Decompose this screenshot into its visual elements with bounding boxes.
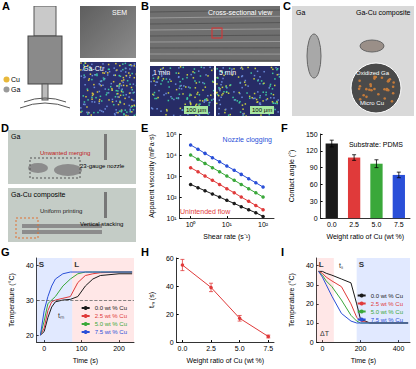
svg-text:60: 60 [166,255,174,262]
svg-text:40: 40 [166,283,174,290]
svg-text:10²: 10² [258,221,269,228]
html-text:C: C [283,0,291,12]
svg-text:10¹: 10¹ [222,221,233,228]
svg-text:S: S [359,260,365,269]
svg-text:10⁵: 10⁵ [166,131,177,138]
svg-text:10¹: 10¹ [167,215,178,222]
svg-text:0: 0 [320,345,324,352]
svg-text:200: 200 [355,345,367,352]
html-text:H: H [141,246,149,258]
svg-text:Time (s): Time (s) [351,357,376,365]
svg-text:Temperature (°C): Temperature (°C) [8,273,16,327]
svg-text:400: 400 [393,345,405,352]
svg-text:Contact angle (°): Contact angle (°) [288,150,296,203]
svg-text:Weight ratio of Cu (wt %): Weight ratio of Cu (wt %) [186,357,264,365]
html-text:Ga-Cu: Ga-Cu [83,65,104,72]
html-text:Vertical stacking: Vertical stacking [80,221,124,227]
html-text:Uniform printing: Uniform printing [40,208,83,214]
svg-text:7.5: 7.5 [394,221,404,228]
svg-text:10: 10 [306,319,314,326]
svg-text:20: 20 [306,300,314,307]
svg-text:5.0 wt % Cu: 5.0 wt % Cu [95,321,127,327]
svg-text:2.5 wt % Cu: 2.5 wt % Cu [95,313,127,319]
svg-text:Unintended flow: Unintended flow [180,208,231,215]
svg-text:20: 20 [26,332,34,339]
svg-text:tₘ: tₘ [58,312,64,319]
svg-text:60: 60 [310,181,318,188]
svg-text:90: 90 [310,164,318,171]
html-text:Unwanted merging: Unwanted merging [40,150,91,156]
svg-text:30: 30 [306,281,314,288]
html-text:B: B [141,0,149,12]
svg-text:0: 0 [42,345,46,352]
svg-text:L: L [74,260,79,269]
svg-text:tₛ: tₛ [339,262,343,269]
svg-text:0.0 wt % Cu: 0.0 wt % Cu [95,305,127,311]
svg-text:L: L [319,260,324,269]
html-text:Cu: Cu [11,76,20,83]
svg-text:10³: 10³ [167,173,178,180]
svg-text:7.5 wt % Cu: 7.5 wt % Cu [371,317,403,323]
svg-text:5.0: 5.0 [235,345,245,352]
html-text:Ga: Ga [11,133,21,140]
html-text:5 min: 5 min [219,69,237,76]
svg-text:10⁰: 10⁰ [186,221,197,228]
svg-text:Time (s): Time (s) [73,357,98,365]
html-text:Micro Cu: Micro Cu [360,100,384,106]
html-text:F: F [281,122,288,134]
html-text:Oxidized Ga: Oxidized Ga [356,70,389,76]
html-text:Ga-Cu composite: Ga-Cu composite [11,191,66,198]
html-text:I: I [281,246,285,258]
svg-text:Weight ratio of Cu (wt %): Weight ratio of Cu (wt %) [326,233,404,241]
svg-text:40: 40 [306,262,314,269]
svg-text:5.0: 5.0 [372,221,382,228]
svg-text:Shear rate (s⁻¹): Shear rate (s⁻¹) [203,233,250,241]
svg-text:200: 200 [113,345,125,352]
svg-text:2.5: 2.5 [206,345,216,352]
svg-text:10⁴: 10⁴ [166,152,177,159]
html-text:23-gauge nozzle: 23-gauge nozzle [80,163,125,169]
svg-text:7.5 wt % Cu: 7.5 wt % Cu [95,329,127,335]
svg-text:40: 40 [26,262,34,269]
html-text:G: G [1,246,10,258]
svg-text:100: 100 [76,345,88,352]
html-text:100 μm: 100 μm [252,107,273,113]
html-text:A: A [2,0,10,12]
svg-text:120: 120 [306,147,318,154]
html-text:SEM: SEM [112,9,128,16]
svg-text:0.0: 0.0 [327,221,337,228]
html-text:Ga-Cu composite: Ga-Cu composite [356,9,411,16]
svg-text:0: 0 [314,215,318,222]
svg-text:2.5: 2.5 [349,221,359,228]
html-text:100 μm: 100 μm [186,107,207,113]
svg-text:30: 30 [26,297,34,304]
html-text:1 min: 1 min [153,69,171,76]
html-text:Cross-sectional view: Cross-sectional view [208,9,273,16]
svg-text:Apparent viscosity (mPa·s): Apparent viscosity (mPa·s) [148,134,156,218]
svg-text:0.0: 0.0 [178,345,188,352]
html-text:D: D [1,122,9,134]
html-text:Ga: Ga [11,86,21,93]
html-text:E: E [141,122,149,134]
html-text:Ga: Ga [296,9,306,16]
svg-text:2.5 wt % Cu: 2.5 wt % Cu [371,301,403,307]
svg-text:Temperature (°C): Temperature (°C) [288,273,296,327]
svg-text:0: 0 [310,339,314,346]
svg-text:0: 0 [170,339,174,346]
svg-text:ΔT: ΔT [320,330,330,337]
svg-text:30: 30 [310,198,318,205]
svg-text:7.5: 7.5 [263,345,273,352]
svg-text:S: S [39,260,45,269]
svg-text:0.0 wt % Cu: 0.0 wt % Cu [371,293,403,299]
svg-text:150: 150 [306,131,318,138]
svg-text:Substrate: PDMS: Substrate: PDMS [349,141,403,148]
svg-text:Nozzle clogging: Nozzle clogging [223,136,273,144]
svg-text:20: 20 [166,311,174,318]
svg-text:tₘ (s): tₘ (s) [148,292,156,308]
svg-text:10²: 10² [167,194,178,201]
svg-text:5.0 wt % Cu: 5.0 wt % Cu [371,309,403,315]
